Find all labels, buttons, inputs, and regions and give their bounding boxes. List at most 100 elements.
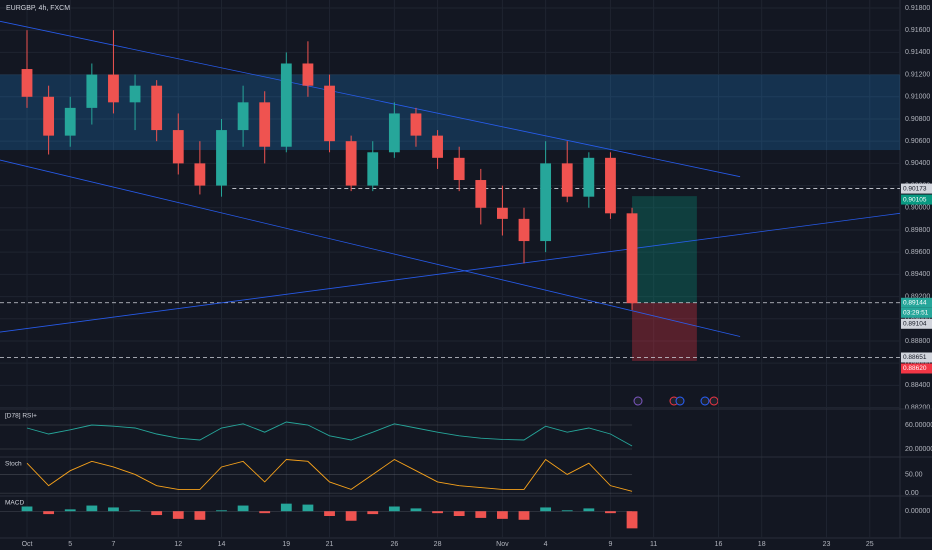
macd-bar	[432, 511, 443, 514]
x-tick-label: 7	[111, 541, 115, 548]
y-tick-label: 0.91800	[905, 5, 930, 12]
candle-body	[216, 130, 227, 186]
candle-body	[626, 213, 638, 304]
price-label: 0.88620	[903, 365, 927, 372]
macd-bar	[496, 511, 508, 519]
candle-body	[259, 102, 271, 147]
macd-bar	[388, 506, 400, 512]
macd-bar	[129, 510, 141, 512]
indicator-tick-label: 60.00000	[905, 422, 932, 429]
trendline	[0, 159, 741, 337]
x-tick-label: 16	[715, 541, 723, 548]
x-tick-label: 28	[434, 541, 442, 548]
candle-body	[432, 135, 443, 158]
macd-bar	[605, 511, 616, 514]
trendline	[0, 212, 901, 333]
zone	[0, 74, 900, 151]
macd-bar	[86, 505, 98, 512]
candle-body	[345, 141, 357, 186]
target-zone	[632, 196, 697, 303]
candle-body	[43, 96, 55, 136]
y-tick-label: 0.89400	[905, 271, 930, 278]
candle-body	[605, 157, 616, 214]
price-label-box	[901, 363, 932, 374]
y-tick-label: 0.88800	[905, 338, 930, 345]
macd-bar	[151, 511, 163, 516]
x-tick-label: 4	[544, 541, 548, 548]
x-tick-label: 21	[326, 541, 334, 548]
macd-bar	[259, 511, 271, 514]
candle-body	[172, 130, 184, 164]
y-tick-label: 0.89200	[905, 293, 930, 300]
y-tick-label: 0.88200	[905, 404, 930, 411]
x-tick-label: 18	[758, 541, 766, 548]
indicator-tick-label: 50.00	[905, 471, 923, 478]
x-tick-label: 11	[650, 541, 657, 548]
x-tick-label: Nov	[496, 541, 509, 548]
price-label: 0.90173	[903, 185, 927, 192]
indicator-tick-label: 0.00000	[905, 508, 930, 515]
macd-bar	[561, 510, 573, 512]
y-tick-label: 0.88400	[905, 382, 930, 389]
y-tick-label: 0.90000	[905, 205, 930, 212]
macd-bar	[540, 507, 552, 512]
y-tick-label: 0.91200	[905, 71, 930, 78]
macd-bar	[518, 511, 530, 520]
macd-bar	[43, 511, 55, 515]
indicator-name: MACD	[5, 500, 24, 507]
macd-bar	[64, 509, 76, 512]
macd-bar	[194, 511, 206, 520]
macd-bar	[453, 511, 465, 516]
x-tick-label: 5	[68, 541, 72, 548]
x-tick-label: 12	[174, 541, 182, 548]
macd-bar	[345, 511, 357, 521]
y-tick-label: 0.89600	[905, 249, 930, 256]
x-tick-label: 25	[866, 541, 874, 548]
price-label-box	[901, 183, 932, 194]
candle-body	[496, 207, 508, 219]
countdown-box	[901, 307, 932, 318]
macd-bar	[626, 511, 638, 529]
event-icons	[633, 396, 719, 406]
candle-body	[388, 113, 400, 153]
candle-body	[108, 74, 119, 103]
macd-bar	[475, 511, 487, 518]
candle-body	[475, 180, 487, 208]
macd-bar	[216, 510, 227, 512]
trendline	[0, 20, 741, 178]
candle-body	[302, 63, 314, 86]
price-label-box	[901, 352, 932, 363]
candle-body	[21, 69, 33, 97]
macd-bar	[410, 508, 422, 512]
candle-body	[64, 107, 76, 136]
price-label: 0.88651	[903, 354, 927, 361]
countdown: 03:29:51	[903, 310, 929, 317]
x-tick-label: 14	[218, 541, 226, 548]
candle-body	[410, 113, 422, 136]
y-tick-label: 0.90400	[905, 160, 930, 167]
candle-body	[129, 85, 141, 103]
price-label-box	[901, 318, 932, 329]
indicator-tick-label: 20.00000	[905, 446, 932, 453]
candle-body	[194, 163, 206, 186]
y-tick-label: 0.91400	[905, 49, 930, 56]
candle-body	[280, 63, 292, 147]
x-tick-label: Oct	[22, 541, 33, 548]
macd-bar	[583, 508, 595, 512]
y-tick-label: 0.91000	[905, 94, 930, 101]
macd-bar	[280, 503, 292, 512]
macd-bar	[302, 504, 314, 512]
y-tick-label: 0.89800	[905, 227, 930, 234]
x-tick-label: 9	[608, 541, 612, 548]
x-tick-label: 26	[390, 541, 398, 548]
y-tick-label: 0.90800	[905, 116, 930, 123]
indicator-name: [D78] RSI+	[5, 413, 37, 420]
indicator-name: Stoch	[5, 461, 22, 468]
macd-bar	[324, 511, 335, 516]
macd-bar	[21, 506, 33, 512]
chart-title: EURGBP, 4h, FXCM	[6, 5, 70, 12]
candle-body	[561, 163, 573, 197]
macd-bar	[237, 505, 249, 512]
indicator-line	[26, 421, 633, 447]
